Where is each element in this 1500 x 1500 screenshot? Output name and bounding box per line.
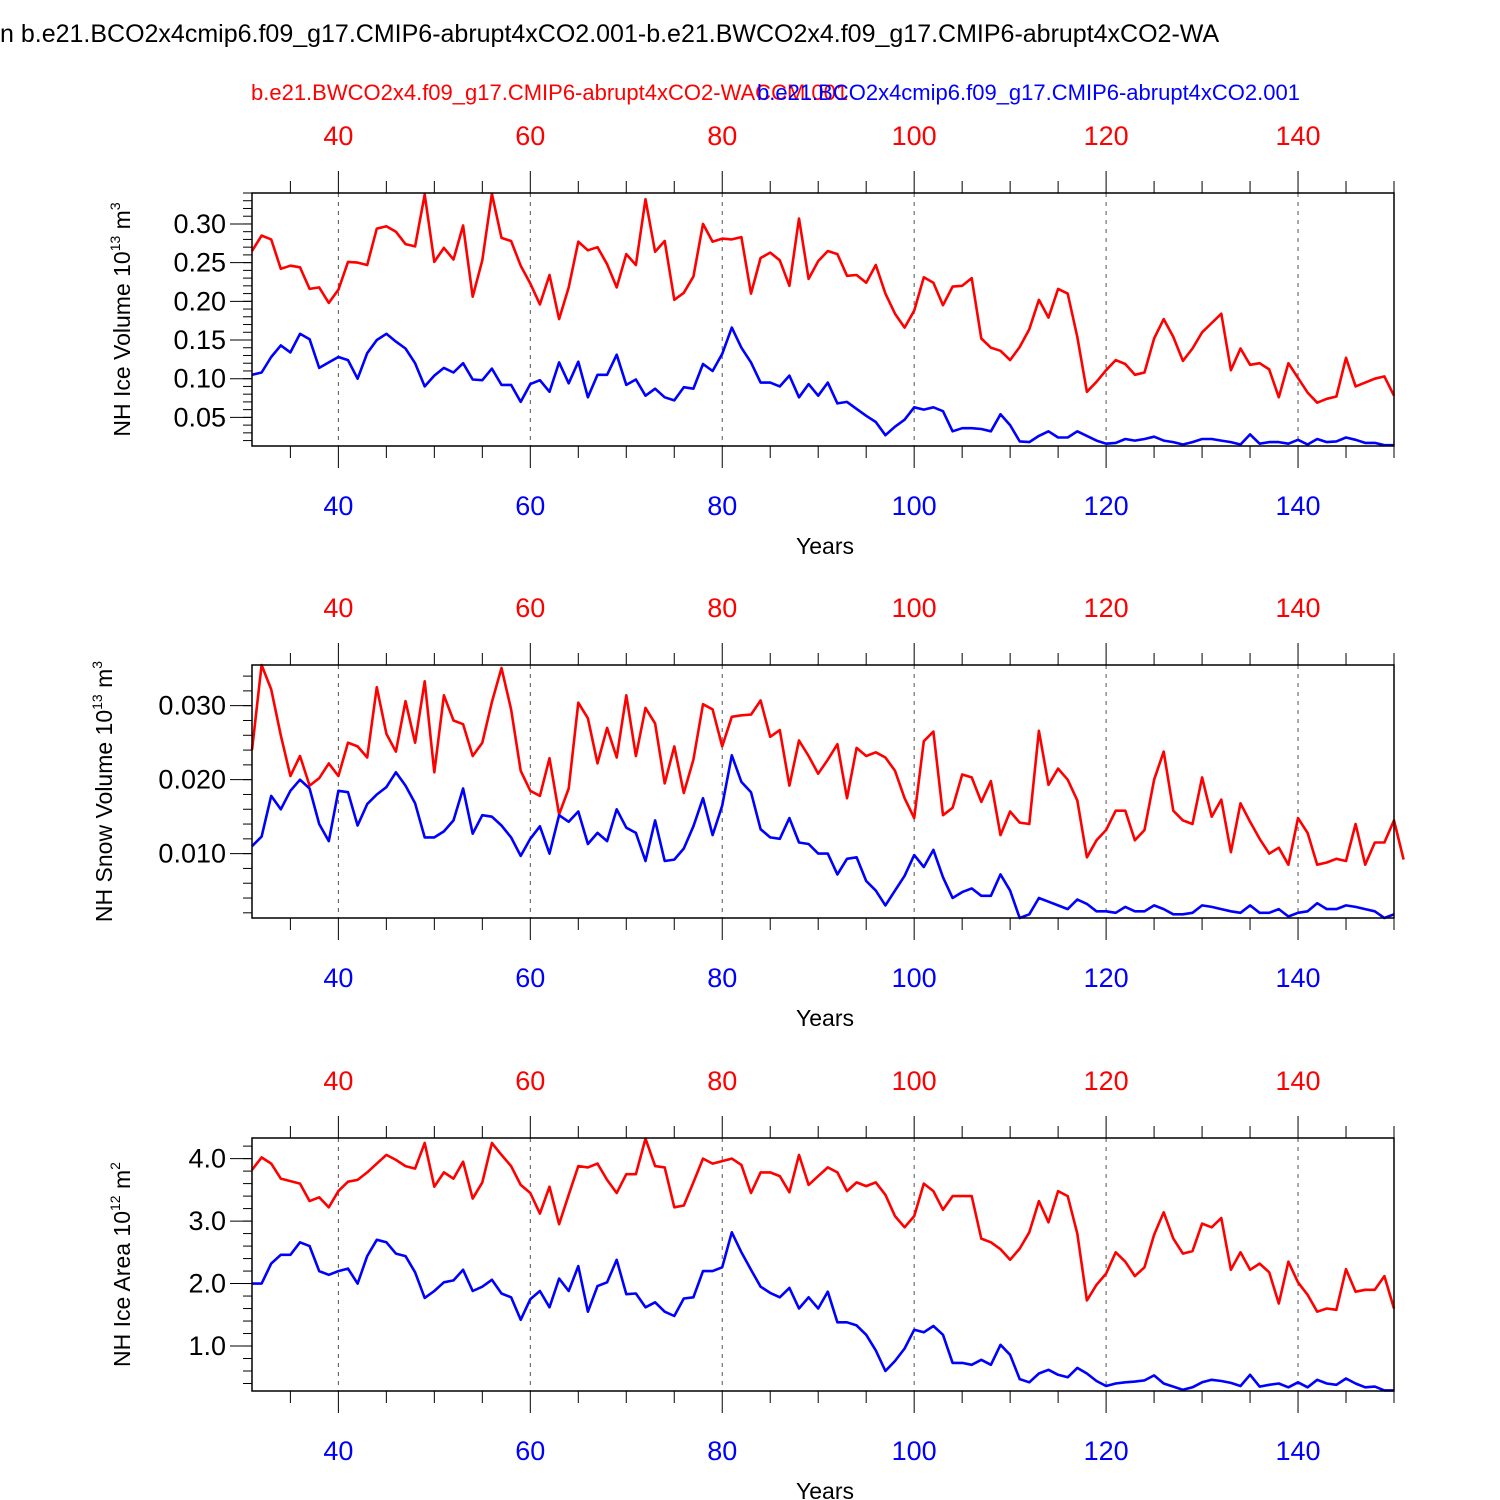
plot-frame xyxy=(251,1137,1395,1392)
y-tick-label: 3.0 xyxy=(188,1206,226,1236)
x-tick-label-bottom: 80 xyxy=(707,963,737,993)
x-tick-label-bottom: 120 xyxy=(1084,1436,1129,1466)
x-tick-label-top: 60 xyxy=(515,1066,545,1096)
y-axis-label-superscript: 13 xyxy=(107,235,123,251)
x-tick-label-top: 120 xyxy=(1084,121,1129,151)
x-tick-label-bottom: 100 xyxy=(892,491,937,521)
y-axis-label-superscript: 2 xyxy=(107,1162,123,1170)
y-tick-label: 0.30 xyxy=(173,209,226,239)
plot-frame xyxy=(251,664,1395,919)
y-tick-label: 0.15 xyxy=(173,325,226,355)
y-axis-label: NH Ice Volume 1013 m3 xyxy=(107,202,135,437)
series-line-blue xyxy=(251,326,1394,447)
y-axis-label-part: NH Snow Volume 10 xyxy=(91,710,117,922)
y-tick-label: 0.25 xyxy=(173,248,226,278)
x-tick-label-bottom: 60 xyxy=(515,1436,545,1466)
x-tick-label-bottom: 60 xyxy=(515,491,545,521)
x-tick-label-bottom: 140 xyxy=(1276,491,1321,521)
x-tick-label-top: 60 xyxy=(515,121,545,151)
x-tick-label-bottom: 140 xyxy=(1276,963,1321,993)
y-axis-label-part: NH Ice Volume 10 xyxy=(109,251,135,436)
series-line-red xyxy=(250,1137,1396,1313)
panel-3: 1.0 2.0 3.0 4.0 40 40 60 60 80 80 100 100 120 120 140 1… xyxy=(107,1066,1396,1500)
x-tick-label-bottom: 80 xyxy=(707,491,737,521)
y-tick-label: 0.20 xyxy=(173,286,226,316)
x-tick-label-bottom: 120 xyxy=(1084,963,1129,993)
y-axis-label-superscript: 12 xyxy=(107,1195,123,1211)
series-line-red xyxy=(250,192,1396,405)
y-tick-label: 0.010 xyxy=(158,839,226,869)
y-axis-label-part: m xyxy=(91,669,117,695)
x-tick-label-bottom: 40 xyxy=(323,963,353,993)
x-tick-label-bottom: 40 xyxy=(323,1436,353,1466)
y-axis-label: NH Snow Volume 1013 m3 xyxy=(89,661,117,922)
series-line-blue xyxy=(251,753,1395,920)
red-series-label: b.e21.BWCO2x4.f09_g17.CMIP6-abrupt4xCO2-… xyxy=(251,80,849,105)
x-tick-label-top: 40 xyxy=(323,1066,353,1096)
y-tick-label: 0.020 xyxy=(158,765,226,795)
x-tick-label-bottom: 100 xyxy=(892,963,937,993)
y-tick-label: 0.05 xyxy=(173,402,226,432)
panel-2: 0.010 0.020 0.030 40 40 60 60 80 80 100 100 120 120 1… xyxy=(89,593,1405,1031)
x-tick-label-bottom: 60 xyxy=(515,963,545,993)
x-axis-label: Years xyxy=(796,533,854,559)
series-line-blue xyxy=(252,1231,1394,1392)
x-axis-label: Years xyxy=(796,1005,854,1031)
x-tick-label-top: 140 xyxy=(1276,1066,1321,1096)
y-tick-label: 0.10 xyxy=(173,364,226,394)
panel-1: 0.05 0.10 0.15 0.20 0.25 0.30 40 40 60 60 80 80 100 1… xyxy=(107,121,1396,559)
x-tick-label-bottom: 80 xyxy=(707,1436,737,1466)
y-axis-label-superscript: 3 xyxy=(107,202,123,210)
x-tick-label-top: 140 xyxy=(1276,593,1321,623)
x-tick-label-top: 120 xyxy=(1084,1066,1129,1096)
x-tick-label-bottom: 140 xyxy=(1276,1436,1321,1466)
y-axis-label-part: m xyxy=(109,210,135,236)
figure-title: n b.e21.BCO2x4cmip6.f09_g17.CMIP6-abrupt… xyxy=(0,20,1220,48)
x-tick-label-top: 80 xyxy=(707,1066,737,1096)
y-tick-label: 4.0 xyxy=(188,1144,226,1174)
y-axis-label-superscript: 3 xyxy=(89,661,105,669)
y-axis-label-superscript: 13 xyxy=(89,694,105,710)
y-axis-label: NH Ice Area 1012 m2 xyxy=(107,1162,135,1367)
x-axis-label: Years xyxy=(796,1478,854,1500)
x-tick-label-top: 140 xyxy=(1276,121,1321,151)
x-tick-label-top: 80 xyxy=(707,593,737,623)
x-tick-label-bottom: 120 xyxy=(1084,491,1129,521)
series-line-red xyxy=(250,663,1405,867)
x-tick-label-top: 100 xyxy=(892,1066,937,1096)
y-tick-label: 1.0 xyxy=(188,1331,226,1361)
plot-frame xyxy=(251,192,1395,447)
x-tick-label-top: 40 xyxy=(323,121,353,151)
x-tick-label-top: 40 xyxy=(323,593,353,623)
y-tick-label: 0.030 xyxy=(158,691,226,721)
x-tick-label-bottom: 100 xyxy=(892,1436,937,1466)
x-tick-label-top: 60 xyxy=(515,593,545,623)
y-axis-label-part: NH Ice Area 10 xyxy=(109,1211,135,1367)
blue-series-label: b.e21.BCO2x4cmip6.f09_g17.CMIP6-abrupt4x… xyxy=(757,80,1300,105)
y-tick-label: 2.0 xyxy=(188,1269,226,1299)
x-tick-label-top: 100 xyxy=(892,121,937,151)
x-tick-label-bottom: 40 xyxy=(323,491,353,521)
x-tick-label-top: 100 xyxy=(892,593,937,623)
x-tick-label-top: 120 xyxy=(1084,593,1129,623)
x-tick-label-top: 80 xyxy=(707,121,737,151)
y-axis-label-part: m xyxy=(109,1170,135,1196)
